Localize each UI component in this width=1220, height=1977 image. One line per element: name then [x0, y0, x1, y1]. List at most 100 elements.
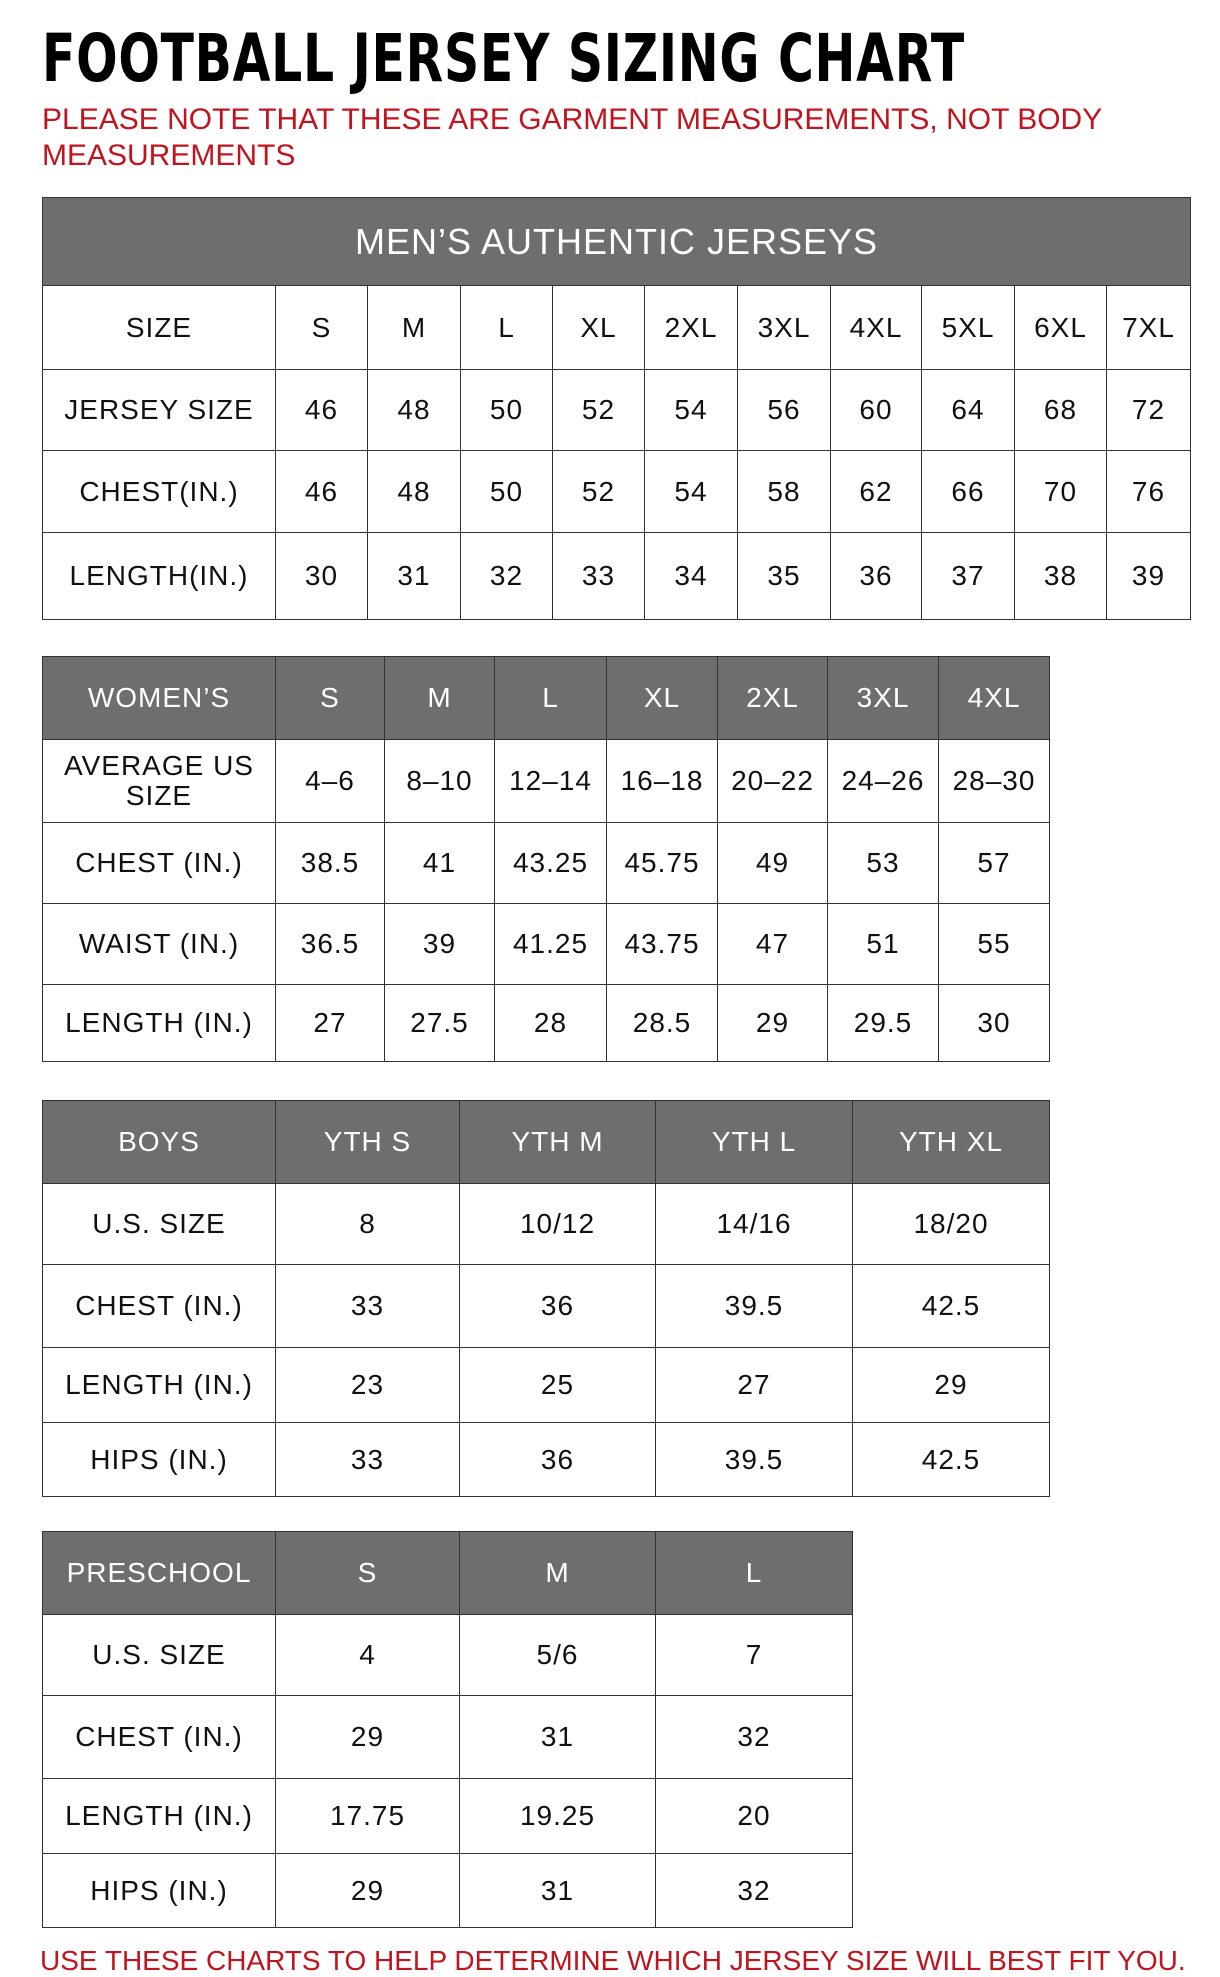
measurement-cell: 31 — [367, 532, 461, 620]
measurement-cell: 36.5 — [275, 903, 385, 985]
measurement-cell: 36 — [830, 532, 922, 620]
measurement-cell: 33 — [275, 1422, 460, 1497]
row-label: CHEST (IN.) — [42, 1695, 276, 1779]
measurement-cell: 38 — [1014, 532, 1107, 620]
size-header: S — [275, 656, 385, 740]
measurement-cell: 8 — [275, 1183, 460, 1265]
measurement-cell: 72 — [1106, 369, 1191, 451]
measurement-cell: 35 — [737, 532, 831, 620]
table-row: LENGTH (IN.) 17.75 19.25 20 — [42, 1778, 853, 1854]
measurement-cell: 64 — [921, 369, 1015, 451]
measurement-cell: 29 — [275, 1853, 460, 1928]
measurement-cell: 32 — [460, 532, 553, 620]
boys-table: BOYS YTH S YTH M YTH L YTH XL U.S. SIZE 8 10/12… — [42, 1100, 1050, 1497]
measurement-cell: 54 — [644, 450, 738, 533]
table-row: U.S. SIZE 8 10/12 14/16 18/20 — [42, 1183, 1050, 1265]
size-header: 3XL — [827, 656, 939, 740]
table-header-row: SIZE S M L XL 2XL 3XL 4XL 5XL 6XL 7XL — [42, 285, 1191, 370]
table-row: CHEST(IN.) 46 48 50 52 54 58 62 66 70 76 — [42, 450, 1191, 533]
size-header: 5XL — [921, 285, 1015, 370]
table-header-row: BOYS YTH S YTH M YTH L YTH XL — [42, 1100, 1050, 1184]
table-row: LENGTH (IN.) 23 25 27 29 — [42, 1347, 1050, 1423]
measurement-cell: 30 — [938, 984, 1050, 1062]
size-header: 6XL — [1014, 285, 1107, 370]
measurement-cell: 42.5 — [852, 1264, 1050, 1348]
size-header: YTH XL — [852, 1100, 1050, 1184]
size-header: L — [494, 656, 607, 740]
measurement-cell: 5/6 — [459, 1614, 656, 1696]
row-label: HIPS (IN.) — [42, 1853, 276, 1928]
measurement-cell: 43.75 — [606, 903, 718, 985]
size-header: 2XL — [717, 656, 828, 740]
row-label: LENGTH (IN.) — [42, 1778, 276, 1854]
measurement-cell: 25 — [459, 1347, 656, 1423]
measurement-cell: 8–10 — [384, 739, 495, 823]
measurement-cell: 16–18 — [606, 739, 718, 823]
measurement-cell: 32 — [655, 1853, 853, 1928]
measurement-cell: 45.75 — [606, 822, 718, 904]
size-header: M — [459, 1531, 656, 1615]
measurement-cell: 56 — [737, 369, 831, 451]
measurement-cell: 41 — [384, 822, 495, 904]
measurement-cell: 50 — [460, 369, 553, 451]
page-title: FOOTBALL JERSEY SIZING CHART — [42, 20, 965, 97]
size-header: 3XL — [737, 285, 831, 370]
row-label: AVERAGE US SIZE — [42, 739, 276, 823]
footer-note: USE THESE CHARTS TO HELP DETERMINE WHICH… — [40, 1945, 1186, 1976]
measurement-cell: 31 — [459, 1853, 656, 1928]
size-header: S — [275, 285, 368, 370]
measurement-cell: 28 — [494, 984, 607, 1062]
measurement-cell: 29.5 — [827, 984, 939, 1062]
measurement-cell: 34 — [644, 532, 738, 620]
measurement-cell: 20 — [655, 1778, 853, 1854]
measurement-cell: 52 — [552, 369, 645, 451]
size-header: 2XL — [644, 285, 738, 370]
measurement-cell: 10/12 — [459, 1183, 656, 1265]
measurement-cell: 30 — [275, 532, 368, 620]
measurement-cell: 36 — [459, 1422, 656, 1497]
measurement-cell: 48 — [367, 450, 461, 533]
header-label: WOMEN’S — [42, 656, 276, 740]
measurement-cell: 53 — [827, 822, 939, 904]
measurement-cell: 57 — [938, 822, 1050, 904]
garment-measurement-note: PLEASE NOTE THAT THESE ARE GARMENT MEASU… — [42, 103, 1102, 172]
measurement-cell: 4 — [275, 1614, 460, 1696]
header-label: PRESCHOOL — [42, 1531, 276, 1615]
measurement-cell: 51 — [827, 903, 939, 985]
measurement-cell: 38.5 — [275, 822, 385, 904]
measurement-cell: 33 — [552, 532, 645, 620]
table-row: WAIST (IN.) 36.5 39 41.25 43.75 47 51 55 — [42, 903, 1050, 985]
measurement-cell: 4–6 — [275, 739, 385, 823]
size-header: 4XL — [830, 285, 922, 370]
measurement-cell: 46 — [275, 369, 368, 451]
measurement-cell: 19.25 — [459, 1778, 656, 1854]
measurement-cell: 39 — [384, 903, 495, 985]
measurement-cell: 12–14 — [494, 739, 607, 823]
measurement-cell: 27 — [275, 984, 385, 1062]
measurement-cell: 49 — [717, 822, 828, 904]
measurement-cell: 46 — [275, 450, 368, 533]
row-label: U.S. SIZE — [42, 1183, 276, 1265]
preschool-table: PRESCHOOL S M L U.S. SIZE 4 5/6 7 CHEST (IN.) 29 3… — [42, 1531, 853, 1928]
measurement-cell: 7 — [655, 1614, 853, 1696]
measurement-cell: 28.5 — [606, 984, 718, 1062]
row-label: U.S. SIZE — [42, 1614, 276, 1696]
measurement-cell: 62 — [830, 450, 922, 533]
measurement-cell: 31 — [459, 1695, 656, 1779]
measurement-cell: 27.5 — [384, 984, 495, 1062]
row-label: CHEST (IN.) — [42, 1264, 276, 1348]
table-row: JERSEY SIZE 46 48 50 52 54 56 60 64 68 72 — [42, 369, 1191, 451]
row-label: CHEST (IN.) — [42, 822, 276, 904]
size-header: YTH S — [275, 1100, 460, 1184]
table-row: HIPS (IN.) 29 31 32 — [42, 1853, 853, 1928]
table-header-row: PRESCHOOL S M L — [42, 1531, 853, 1615]
measurement-cell: 43.25 — [494, 822, 607, 904]
size-header: YTH M — [459, 1100, 656, 1184]
size-header: XL — [606, 656, 718, 740]
mens-table: MEN’S AUTHENTIC JERSEYS SIZE S M L XL 2XL 3XL 4X… — [42, 197, 1191, 620]
table-banner: MEN’S AUTHENTIC JERSEYS — [42, 197, 1191, 286]
measurement-cell: 24–26 — [827, 739, 939, 823]
size-header: XL — [552, 285, 645, 370]
row-label: LENGTH (IN.) — [42, 1347, 276, 1423]
table-row: LENGTH (IN.) 27 27.5 28 28.5 29 29.5 30 — [42, 984, 1050, 1062]
